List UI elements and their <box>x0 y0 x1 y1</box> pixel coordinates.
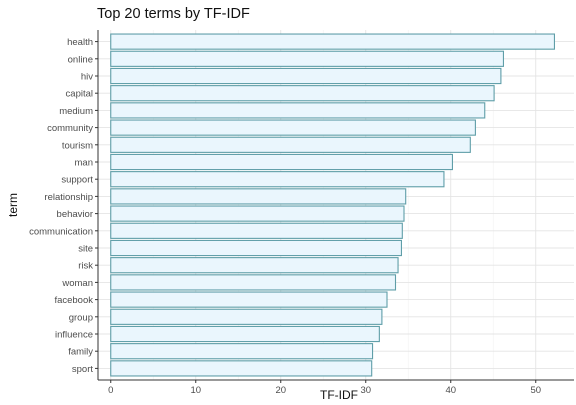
y-tick-label: communication <box>29 226 93 237</box>
y-tick-label: community <box>47 123 93 134</box>
bar-sport <box>110 360 373 377</box>
bar-family <box>110 343 374 360</box>
x-ticks: 0 10 20 30 40 50 <box>108 380 541 396</box>
y-tick-label: relationship <box>44 192 93 203</box>
x-axis-label: TF-IDF <box>320 388 358 402</box>
bar-medium <box>110 102 486 119</box>
y-tick-label: health <box>67 37 93 48</box>
bar-community <box>110 119 476 136</box>
y-tick-label: family <box>68 347 93 358</box>
y-tick-label: woman <box>61 278 93 289</box>
bars <box>110 33 556 377</box>
bar-woman <box>110 274 397 291</box>
bar-risk <box>110 257 399 274</box>
x-tick-label: 40 <box>445 385 456 396</box>
bar-capital <box>110 85 495 102</box>
bar-hiv <box>110 67 502 85</box>
x-tick-label: 50 <box>530 385 541 396</box>
y-axis-label: term <box>6 193 20 217</box>
bar-facebook <box>110 291 388 308</box>
y-tick-label: tourism <box>62 140 93 151</box>
bar-group <box>110 308 383 325</box>
x-tick-label: 30 <box>360 385 371 396</box>
y-tick-label: medium <box>59 106 93 117</box>
y-tick-label: risk <box>78 261 93 272</box>
bar-relationship <box>110 188 407 205</box>
x-tick-label: 0 <box>108 385 113 396</box>
bar-communication <box>110 222 403 239</box>
y-tick-label: group <box>69 312 93 323</box>
bar-influence <box>110 325 380 343</box>
y-tick-label: online <box>68 54 93 65</box>
y-ticks: health online hiv capital medium community tou… <box>29 37 98 375</box>
y-tick-label: man <box>75 158 93 169</box>
x-tick-label: 10 <box>190 385 201 396</box>
y-tick-label: capital <box>66 89 93 100</box>
chart-title: Top 20 terms by TF-IDF <box>97 6 250 22</box>
y-tick-label: sport <box>72 364 93 375</box>
bar-support <box>110 171 445 188</box>
y-tick-label: hiv <box>81 72 93 83</box>
bar-health <box>110 33 556 50</box>
y-tick-label: influence <box>55 330 93 341</box>
y-tick-label: site <box>78 244 93 255</box>
bar-man <box>110 153 454 171</box>
bar-tourism <box>110 136 471 153</box>
bar-online <box>110 50 505 67</box>
y-tick-label: facebook <box>54 295 93 306</box>
y-tick-label: behavior <box>57 209 93 220</box>
bar-behavior <box>110 205 405 222</box>
bar-site <box>110 239 403 257</box>
x-tick-label: 20 <box>275 385 286 396</box>
axes <box>97 30 574 381</box>
y-tick-label: support <box>61 175 93 186</box>
